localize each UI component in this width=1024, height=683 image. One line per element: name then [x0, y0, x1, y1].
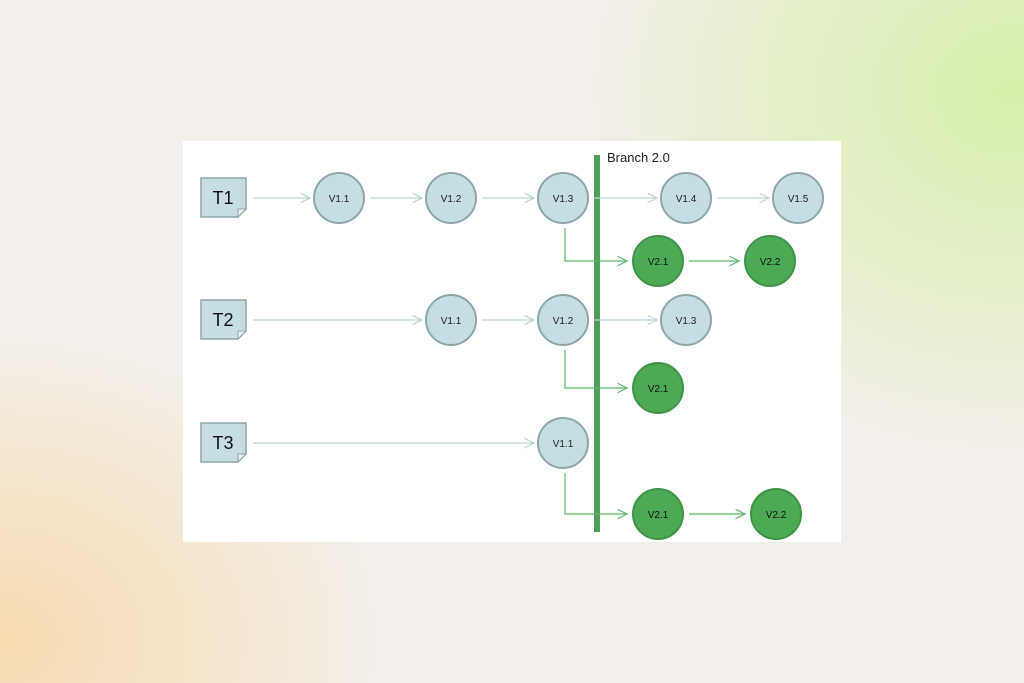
trunk-version-label: V1.1	[441, 316, 462, 327]
branch-arrow	[564, 228, 627, 261]
trunk-version-label: V1.2	[441, 194, 462, 205]
tag-label: T2	[212, 310, 233, 330]
tag-fold	[237, 208, 248, 219]
tag-label: T1	[212, 188, 233, 208]
branch-version-node	[632, 235, 684, 287]
branch-version-node	[744, 235, 796, 287]
trunk-version-node	[772, 172, 824, 224]
branch-version-node	[632, 488, 684, 540]
trunk-version-node	[537, 417, 589, 469]
trunk-version-label: V1.1	[329, 194, 350, 205]
trunk-version-node	[425, 294, 477, 346]
trunk-version-label: V1.4	[676, 194, 697, 205]
trunk-version-label: V1.5	[788, 194, 809, 205]
trunk-version-node	[537, 294, 589, 346]
tag-fold	[237, 330, 248, 341]
tag-fold	[237, 453, 248, 464]
branch-label: Branch 2.0	[607, 150, 670, 165]
branch-version-label: V2.1	[648, 510, 669, 521]
trunk-version-label: V1.1	[553, 439, 574, 450]
trunk-version-node	[660, 294, 712, 346]
branch-version-node	[750, 488, 802, 540]
branch-arrow	[564, 473, 627, 514]
diagram-panel	[183, 141, 841, 542]
trunk-version-label: V1.2	[553, 316, 574, 327]
trunk-version-label: V1.3	[553, 194, 574, 205]
branch-arrow	[564, 350, 627, 388]
branch-version-label: V2.2	[766, 510, 787, 521]
branch-version-node	[632, 362, 684, 414]
trunk-version-node	[425, 172, 477, 224]
branch-version-label: V2.1	[648, 257, 669, 268]
branch-bar	[594, 155, 600, 532]
branch-version-label: V2.1	[648, 384, 669, 395]
branch-version-label: V2.2	[760, 257, 781, 268]
trunk-version-node	[537, 172, 589, 224]
trunk-version-label: V1.3	[676, 316, 697, 327]
trunk-version-node	[660, 172, 712, 224]
trunk-version-node	[313, 172, 365, 224]
tag-label: T3	[212, 433, 233, 453]
